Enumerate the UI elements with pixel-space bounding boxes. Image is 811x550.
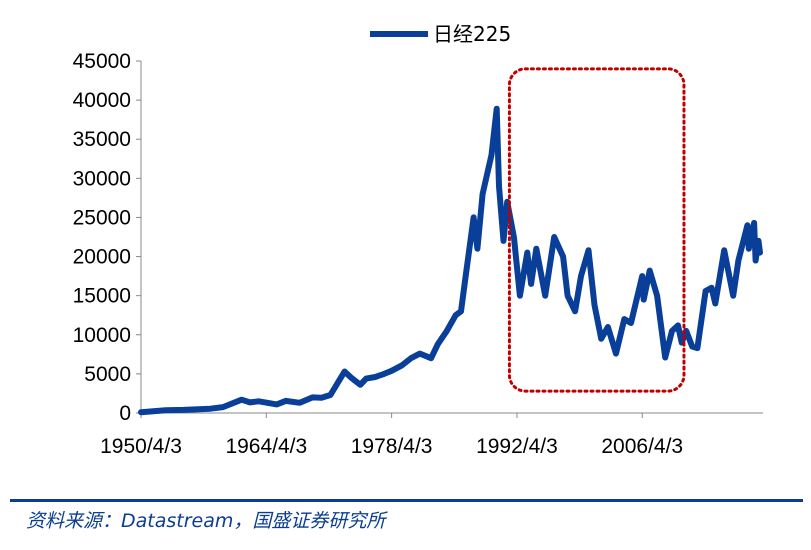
y-tick-label: 0 [119, 402, 131, 425]
x-tick-label: 1964/4/3 [225, 435, 307, 458]
source-note: 资料来源：Datastream，国盛证券研究所 [26, 510, 386, 532]
y-tick-label: 40000 [73, 89, 131, 112]
x-tick-label: 1978/4/3 [351, 435, 433, 458]
y-axis-ticks: 0 5000 10000 15000 20000 25000 30000 35000 40000… [73, 50, 141, 425]
source-divider [10, 499, 803, 502]
series-line-nikkei225 [138, 105, 763, 416]
y-tick-label: 25000 [73, 206, 131, 229]
y-tick-label: 5000 [84, 363, 131, 386]
legend-label: 日经225 [433, 22, 511, 46]
nikkei-line-chart: 日经225 0 5000 10000 15000 20000 25000 30000 3500… [73, 22, 763, 458]
x-tick-label: 1992/4/3 [476, 435, 558, 458]
legend: 日经225 [370, 22, 511, 46]
x-tick-label: 1950/4/3 [100, 435, 182, 458]
x-axis-ticks: 1950/4/3 1964/4/3 1978/4/3 1992/4/3 2006/4/3 [100, 413, 683, 458]
highlight-box [507, 67, 686, 393]
x-tick-label: 2006/4/3 [601, 435, 683, 458]
y-tick-label: 35000 [73, 128, 131, 151]
y-tick-label: 15000 [73, 285, 131, 308]
y-tick-label: 45000 [73, 50, 131, 73]
y-tick-label: 10000 [73, 324, 131, 347]
y-tick-label: 20000 [73, 246, 131, 269]
y-tick-label: 30000 [73, 167, 131, 190]
